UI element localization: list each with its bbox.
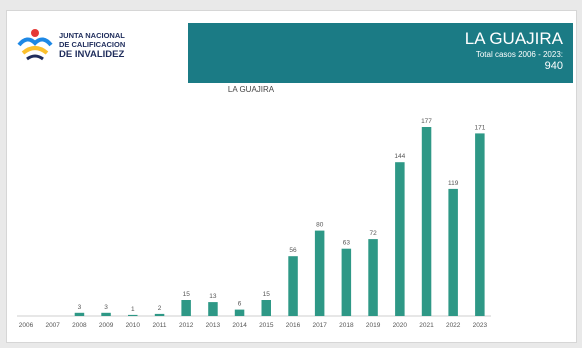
data-label-2011: 2 [158,305,162,312]
data-label-2018: 63 [343,240,351,247]
logo-line-3: DE INVALIDEZ [59,49,125,60]
data-label-2023: 171 [474,124,485,131]
x-tick-label-2011: 2011 [153,322,167,329]
bar-2010 [128,314,138,316]
data-label-2017: 80 [316,222,324,229]
data-label-2019: 72 [369,230,377,237]
data-label-2010: 1 [131,306,135,313]
x-tick-label-2018: 2018 [339,322,354,329]
data-label-2009: 3 [104,304,108,311]
data-label-2013: 13 [209,293,217,300]
data-label-2008: 3 [78,304,82,311]
header-title: LA GUAJIRA [464,29,563,48]
x-tick-label-2015: 2015 [259,322,274,329]
slide: JUNTA NACIONAL DE CALIFICACION DE INVALI… [6,10,577,343]
header-total: 940 [544,60,563,72]
header-subtitle: Total casos 2006 - 2023: [475,50,563,59]
x-tick-label-2020: 2020 [393,322,408,329]
chart-title: LA GUAJIRA [228,85,275,94]
data-label-2016: 56 [289,247,297,254]
logo-text: JUNTA NACIONAL DE CALIFICACION DE INVALI… [59,31,125,60]
bar-chart: LA GUAJIRA 2006 2007 3 2008 3 2009 1 2010 2 2011 1… [17,85,491,329]
bar-2008 [74,312,85,316]
logo: JUNTA NACIONAL DE CALIFICACION DE INVALI… [13,23,163,67]
bar-2012 [181,300,191,316]
x-tick-label-2023: 2023 [473,322,488,329]
bar-2015 [261,300,271,316]
bar-2017 [314,230,325,316]
data-label-2022: 119 [448,180,459,187]
bar-2014 [234,309,245,316]
x-tick-label-2012: 2012 [179,322,194,329]
logo-emblem-icon [17,29,53,61]
x-tick-label-2013: 2013 [206,322,221,329]
bar-2020 [395,162,405,316]
bar-2019 [368,239,378,316]
logo-line-1: JUNTA NACIONAL [59,31,125,40]
x-tick-label-2017: 2017 [312,322,327,329]
x-tick-label-2007: 2007 [45,322,60,329]
data-label-2015: 15 [263,291,271,298]
x-tick-label-2008: 2008 [72,322,87,329]
x-tick-label-2009: 2009 [99,322,114,329]
bar-2021 [421,127,432,316]
data-label-2020: 144 [394,153,405,160]
x-tick-label-2014: 2014 [232,322,247,329]
bar-2009 [101,312,111,316]
logo-line-2: DE CALIFICACION [59,40,126,49]
header-banner: LA GUAJIRA Total casos 2006 - 2023: 940 [188,23,573,83]
x-tick-label-2019: 2019 [366,322,381,329]
bar-2023 [475,133,485,316]
bar-2016 [288,256,298,316]
bar-2022 [448,188,458,316]
bar-2018 [341,248,352,316]
x-tick-label-2021: 2021 [419,322,434,329]
bar-2011 [154,313,165,316]
data-label-2012: 15 [183,291,191,298]
bar-2013 [208,302,218,316]
x-tick-label-2022: 2022 [446,322,461,329]
data-label-2014: 6 [238,301,242,308]
x-tick-label-2016: 2016 [286,322,301,329]
data-label-2021: 177 [421,118,432,125]
x-tick-label-2010: 2010 [126,322,141,329]
x-tick-label-2006: 2006 [19,322,34,329]
